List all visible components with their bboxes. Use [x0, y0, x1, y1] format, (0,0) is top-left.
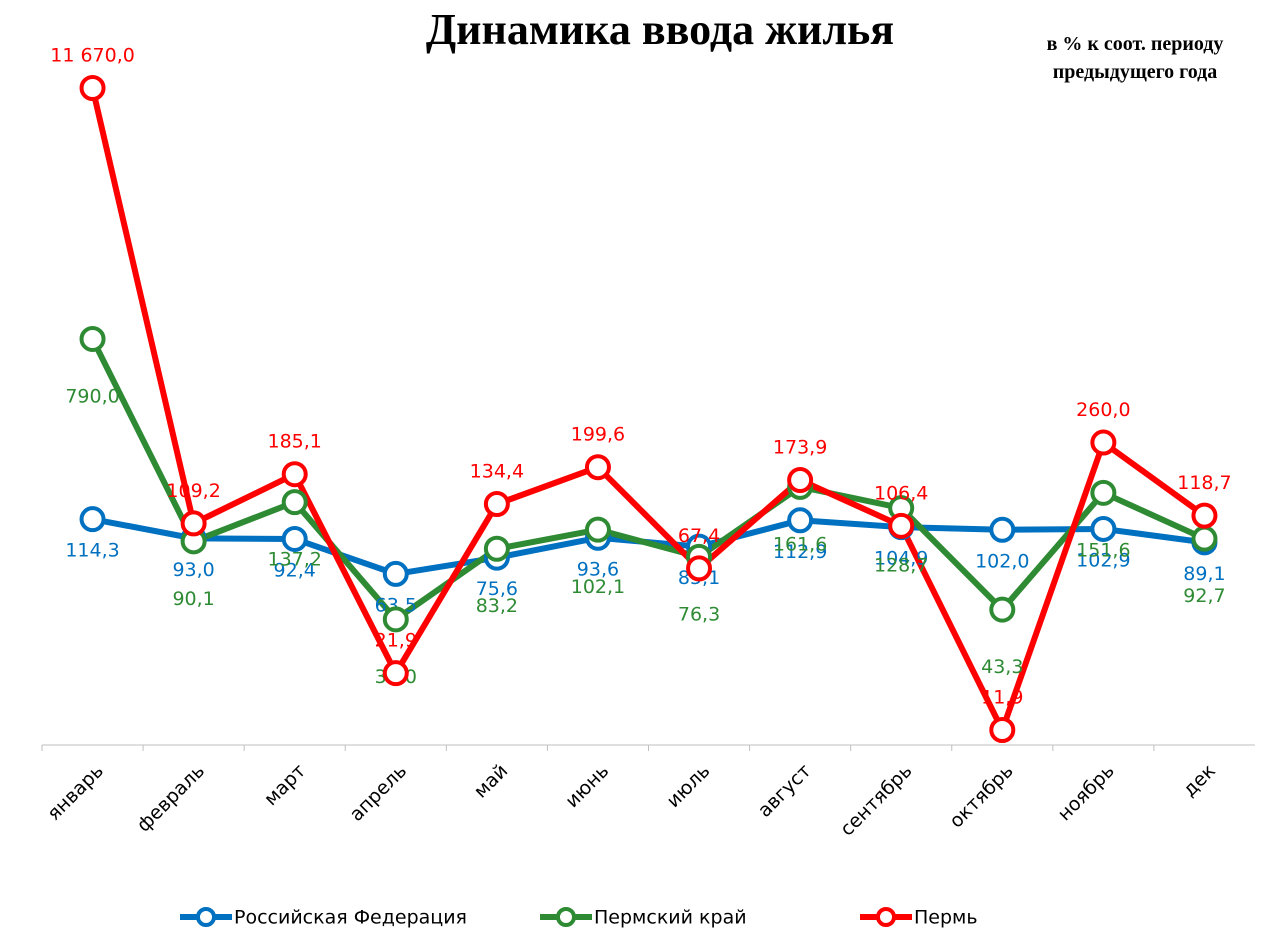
data-label: 90,1 — [172, 588, 214, 610]
data-label: 11,9 — [981, 687, 1023, 709]
data-point — [584, 454, 611, 481]
series-line — [89, 87, 1207, 733]
data-label: 106,4 — [874, 482, 928, 504]
data-label: 114,3 — [65, 540, 119, 562]
data-point — [1191, 502, 1218, 529]
data-point — [989, 596, 1016, 623]
x-tick-label: январь — [43, 760, 108, 825]
data-point — [483, 491, 510, 518]
data-label: 92,7 — [1183, 585, 1225, 607]
data-point — [1191, 525, 1218, 552]
chart-subtitle: в % к соот. периоду предыдущего года — [1046, 33, 1224, 83]
data-label: 102,1 — [571, 576, 625, 598]
data-label: 11 670,0 — [50, 45, 135, 67]
data-label: 790,0 — [65, 385, 119, 407]
data-label: 161,6 — [773, 533, 827, 555]
series-line — [89, 337, 1206, 623]
data-label: 43,3 — [981, 656, 1023, 678]
x-tick-label: июль — [662, 760, 714, 812]
data-point — [281, 525, 308, 552]
chart-title: Динамика ввода жилья — [425, 5, 895, 54]
data-label: 75,6 — [476, 578, 518, 600]
x-tick-label: сентябрь — [836, 760, 917, 841]
x-tick-label: ноябрь — [1053, 760, 1118, 825]
data-label: 92,4 — [274, 559, 316, 581]
data-point — [787, 467, 814, 494]
data-point — [180, 510, 207, 537]
legend-item: Пермь — [860, 907, 978, 929]
data-label: 21,9 — [375, 630, 417, 652]
data-point — [888, 512, 915, 539]
data-point — [281, 489, 308, 516]
data-point — [483, 535, 510, 562]
data-point — [79, 75, 106, 101]
data-point — [382, 560, 409, 587]
data-label: 173,9 — [773, 437, 827, 459]
x-tick-label: апрель — [345, 760, 411, 826]
data-label: 185,1 — [268, 431, 322, 453]
data-label: 83,2 — [476, 595, 518, 617]
data-label: 151,6 — [1076, 539, 1130, 561]
data-label: 63,5 — [375, 594, 417, 616]
legend-label: Пермь — [914, 907, 978, 929]
x-tick-label: февраль — [133, 760, 210, 837]
data-label: 109,2 — [166, 480, 220, 502]
data-label: 67,4 — [678, 525, 720, 547]
x-tick-label: май — [470, 760, 513, 803]
data-point — [79, 506, 106, 533]
data-point — [989, 717, 1016, 743]
data-label: 137,2 — [268, 549, 322, 571]
data-label: 112,9 — [773, 541, 827, 563]
data-label: 102,0 — [975, 550, 1029, 572]
data-point — [686, 555, 713, 582]
legend-label: Российская Федерация — [234, 907, 467, 929]
data-label: 118,7 — [1177, 472, 1231, 494]
data-label: 76,3 — [678, 603, 720, 625]
data-label: 93,6 — [577, 558, 619, 580]
data-label: 89,1 — [1183, 563, 1225, 585]
data-point — [1090, 479, 1117, 506]
data-label: 128,7 — [874, 555, 928, 577]
data-point — [79, 325, 106, 352]
legend-label: Пермский край — [594, 907, 747, 929]
x-tick-label: март — [260, 760, 310, 810]
legend-item: Пермский край — [540, 907, 747, 929]
data-point — [584, 516, 611, 543]
data-label: 260,0 — [1076, 399, 1130, 421]
data-point — [281, 461, 308, 488]
data-label: 134,4 — [470, 461, 524, 483]
data-point — [1090, 429, 1117, 456]
data-point — [1090, 515, 1117, 542]
data-label: 104,9 — [874, 548, 928, 570]
data-point — [382, 606, 409, 633]
data-point — [787, 507, 814, 534]
data-label: 93,0 — [172, 559, 214, 581]
legend-marker — [196, 907, 216, 927]
x-tick-label: дек — [1179, 760, 1220, 801]
x-tick-label: июнь — [561, 760, 613, 812]
data-label: 102,9 — [1076, 549, 1130, 571]
legend-item: Российская Федерация — [180, 907, 467, 929]
data-point — [382, 660, 409, 687]
x-tick-label: август — [754, 760, 816, 822]
legend-marker — [876, 907, 896, 927]
legend-marker — [556, 907, 576, 927]
data-label: 199,6 — [571, 424, 625, 446]
data-point — [989, 516, 1016, 543]
x-tick-label: октябрь — [945, 760, 1018, 833]
